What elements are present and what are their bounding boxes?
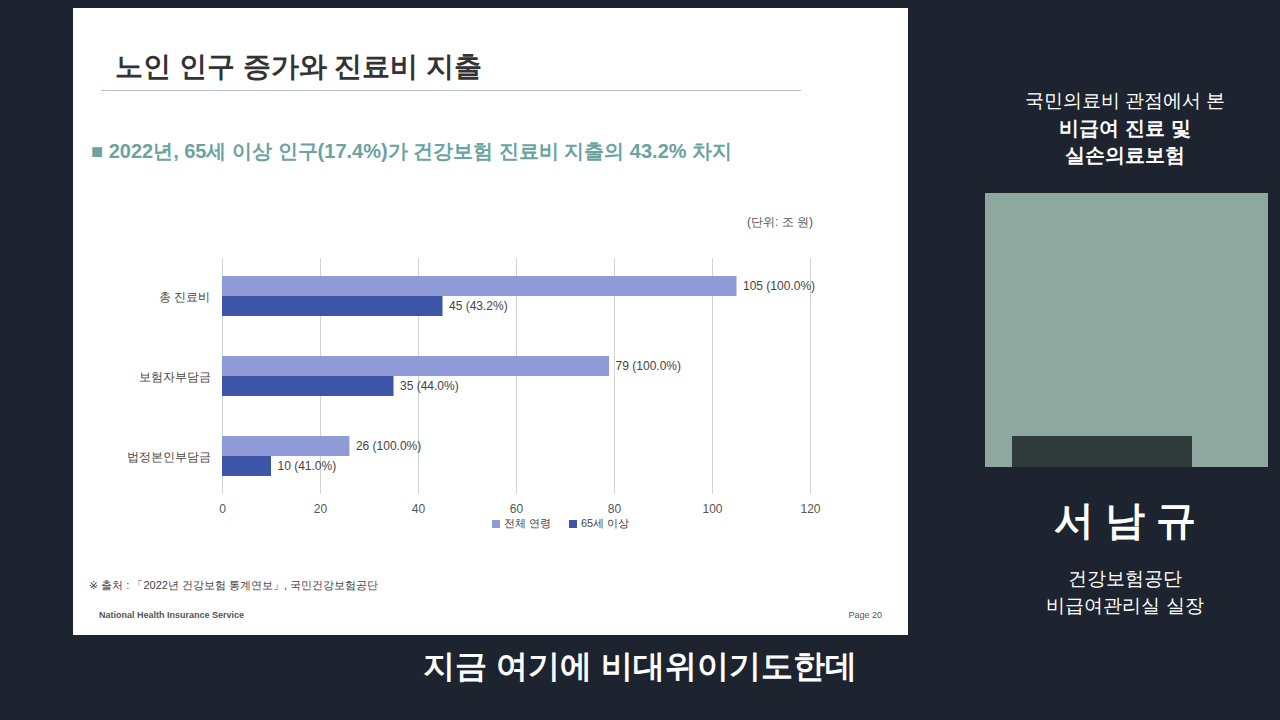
html-text:실손의료보험: 실손의료보험: [1065, 144, 1185, 166]
svg-text:총 진료비: 총 진료비: [159, 290, 210, 304]
svg-text:120: 120: [800, 502, 820, 516]
html-text:국민의료비 관점에서 본: 국민의료비 관점에서 본: [1024, 90, 1226, 111]
html-text:■ 2022년, 65세 이상 인구(17.4%)가 건강보: ■ 2022년, 65세 이상 인구(17.4%)가 건강보험 진료비 지출의 …: [91, 140, 733, 162]
svg-text:20: 20: [314, 502, 328, 516]
svg-text:보험자부담금: 보험자부담금: [139, 370, 211, 384]
html-text:노인 인구 증가와 진료비 지출: 노인 인구 증가와 진료비 지출: [115, 51, 483, 82]
html-text:전체 연령: 전체 연령: [503, 517, 551, 529]
html-text:Page 20: Page 20: [848, 610, 882, 620]
svg-text:60: 60: [510, 502, 524, 516]
html-text:National Health Insurance Serv: National Health Insurance Service: [99, 610, 245, 620]
svg-text:79 (100.0%): 79 (100.0%): [616, 359, 681, 373]
html-text:65세 이상: 65세 이상: [580, 517, 630, 529]
html-text:서 남 규: 서 남 규: [1053, 498, 1197, 542]
svg-text:40: 40: [412, 502, 426, 516]
svg-text:80: 80: [608, 502, 622, 516]
html-text:비급여관리실 실장: 비급여관리실 실장: [1046, 595, 1204, 616]
svg-text:법정본인부담금: 법정본인부담금: [127, 450, 211, 464]
svg-text:45 (43.2%): 45 (43.2%): [449, 299, 508, 313]
html-text:건강보험공단: 건강보험공단: [1068, 568, 1182, 589]
svg-text:105 (100.0%): 105 (100.0%): [743, 279, 815, 293]
svg-text:35 (44.0%): 35 (44.0%): [400, 379, 459, 393]
html-text:※ 출처 : 「2022년 건강보험 통계연보」, 국민건강: ※ 출처 : 「2022년 건강보험 통계연보」, 국민건강보험공단: [89, 579, 379, 591]
svg-text:0: 0: [219, 502, 226, 516]
html-text:비급여 진료 및: 비급여 진료 및: [1059, 117, 1191, 139]
svg-text:26 (100.0%): 26 (100.0%): [356, 439, 421, 453]
html-text:지금 여기에 비대위이기도한데: 지금 여기에 비대위이기도한데: [423, 648, 857, 684]
html-text:(단위: 조 원): (단위: 조 원): [747, 215, 813, 229]
svg-text:100: 100: [702, 502, 722, 516]
svg-text:10 (41.0%): 10 (41.0%): [278, 459, 337, 473]
